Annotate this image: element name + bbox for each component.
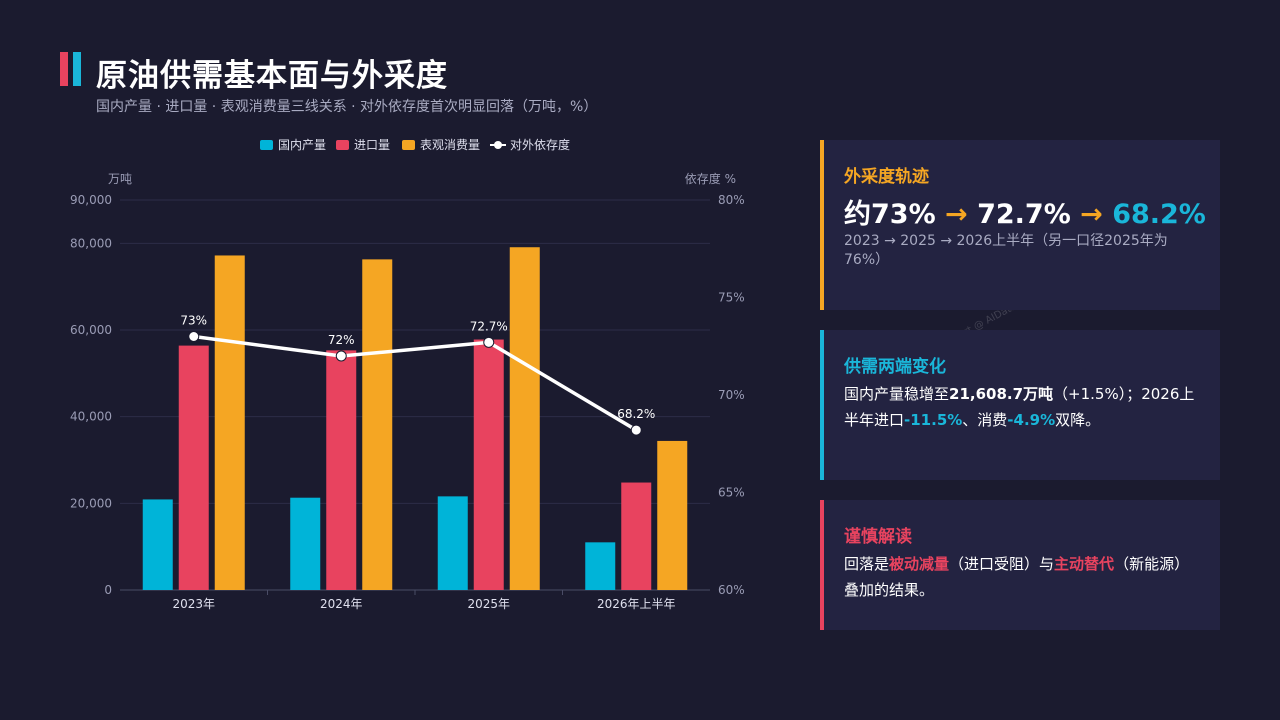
card-supply-demand-text: 国内产量稳增至21,608.7万吨（+1.5%）；2026上半年进口-11.5%…	[844, 381, 1204, 433]
bar-domestic	[585, 542, 616, 590]
bar-consumption	[362, 259, 393, 590]
sd-production-value: 21,608.7万吨	[949, 385, 1054, 403]
dependence-line	[193, 334, 638, 432]
page-title: 原油供需基本面与外采度	[96, 58, 448, 94]
y-left-tick-label: 40,000	[70, 410, 112, 424]
legend-label: 进口量	[354, 138, 390, 152]
dependence-data-label: 68.2%	[617, 407, 655, 421]
dependence-data-label: 72%	[328, 333, 355, 347]
trajectory-values: 约73% → 72.7% → 68.2%	[844, 192, 1206, 231]
legend-label: 对外依存度	[510, 137, 570, 152]
y-right-tick-label: 75%	[718, 291, 745, 305]
y-left-tick-label: 20,000	[70, 496, 112, 510]
page-subtitle: 国内产量 · 进口量 · 表观消费量三线关系 · 对外依存度首次明显回落（万吨，…	[96, 99, 598, 115]
y-left-unit: 万吨	[108, 172, 132, 186]
legend-point-swatch	[494, 141, 502, 149]
sd-text-1: 国内产量稳增至	[844, 385, 950, 403]
dependence-data-label: 72.7%	[470, 319, 508, 333]
card-caution-text: 回落是被动减量（进口受阻）与主动替代（新能源）叠加的结果。	[844, 551, 1204, 603]
caution-active: 主动替代	[1054, 555, 1115, 573]
supply-demand-chart: 0 20,000 40,000 60,000 80,000 90,000 60% 65% 70%…	[70, 137, 745, 611]
dependence-point	[630, 424, 642, 436]
y-right-tick-label: 70%	[718, 388, 745, 402]
bar-import	[178, 345, 209, 590]
y-right-tick-label: 60%	[718, 583, 745, 597]
bar-consumption	[214, 255, 245, 590]
x-tick-label: 2024年	[320, 597, 363, 611]
card-caution: 谨慎解读 回落是被动减量（进口受阻）与主动替代（新能源）叠加的结果。	[820, 500, 1220, 630]
card-trajectory-title: 外采度轨迹	[844, 167, 929, 187]
y-left-tick-label: 90,000	[70, 193, 112, 207]
caution-text-1: 回落是	[844, 555, 890, 573]
sd-text-2: （+1.5%）；2026上半年进口	[844, 385, 1195, 429]
trajectory-value-2026h1: 68.2%	[1112, 199, 1206, 230]
card-supply-demand-title: 供需两端变化	[844, 357, 946, 377]
bar-domestic	[437, 496, 468, 590]
bar-domestic	[142, 499, 173, 590]
y-left-tick-label: 80,000	[70, 236, 112, 250]
trajectory-note: 2023 → 2025 → 2026上半年（另一口径2025年为76%）	[844, 233, 1168, 268]
card-trajectory: 外采度轨迹 约73% → 72.7% → 68.2% 2023 → 2025 →…	[820, 140, 1220, 310]
y-left-tick-label: 60,000	[70, 323, 112, 337]
caution-text-2: （进口受阻）与	[949, 555, 1055, 573]
bar-consumption	[657, 440, 688, 590]
y-right-tick-label: 80%	[718, 193, 745, 207]
y-right-tick-label: 65%	[718, 486, 745, 500]
legend-swatch	[336, 140, 349, 150]
dependence-point	[483, 336, 495, 348]
legend-swatch	[402, 140, 415, 150]
dependence-data-label: 73%	[180, 314, 207, 328]
bar-import	[621, 482, 652, 590]
sd-consumption-change: -4.9%	[1007, 411, 1056, 429]
card-caution-title: 谨慎解读	[844, 527, 912, 547]
arrow-icon: →	[945, 199, 968, 230]
arrow-icon: →	[1080, 199, 1103, 230]
y-left-tick-label: 0	[104, 583, 112, 597]
caution-passive: 被动减量	[889, 555, 950, 573]
y-right-unit: 依存度 %	[685, 171, 736, 186]
bar-import	[473, 339, 504, 590]
dependence-point	[335, 350, 347, 362]
sd-text-3: 、消费	[962, 411, 1008, 429]
legend-label: 国内产量	[278, 138, 326, 152]
bar-domestic	[290, 497, 321, 590]
legend-swatch	[260, 140, 273, 150]
x-tick-label: 2025年	[467, 597, 510, 611]
card-supply-demand: 供需两端变化 国内产量稳增至21,608.7万吨（+1.5%）；2026上半年进…	[820, 330, 1220, 480]
legend-label: 表观消费量	[420, 138, 480, 152]
trajectory-value-2023: 约73%	[844, 199, 936, 230]
sd-text-4: 双降。	[1055, 411, 1101, 429]
dependence-point	[188, 331, 200, 342]
trajectory-value-2025: 72.7%	[977, 199, 1071, 230]
x-tick-label: 2026年上半年	[597, 597, 676, 611]
bar-import	[326, 350, 357, 590]
title-accent-bars	[60, 52, 84, 86]
caution-text-3: （新能源）叠加的结果。	[844, 555, 1190, 599]
x-tick-label: 2023年	[172, 597, 215, 611]
sd-import-change: -11.5%	[904, 411, 963, 429]
bar-consumption	[509, 247, 540, 590]
